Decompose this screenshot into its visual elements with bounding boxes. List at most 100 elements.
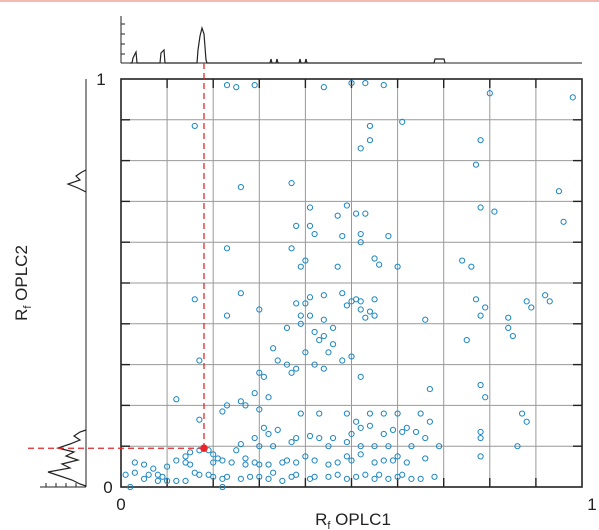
data-point bbox=[219, 457, 226, 464]
data-point bbox=[366, 422, 374, 429]
data-point bbox=[219, 483, 226, 491]
data-point bbox=[463, 337, 470, 344]
data-point bbox=[306, 204, 314, 211]
data-point bbox=[366, 410, 374, 417]
data-point bbox=[233, 447, 240, 454]
data-point bbox=[477, 453, 484, 460]
data-point bbox=[223, 402, 231, 409]
data-point bbox=[237, 398, 244, 405]
data-point bbox=[219, 408, 226, 415]
data-point bbox=[408, 475, 415, 482]
data-point bbox=[380, 410, 387, 417]
data-point bbox=[371, 443, 378, 450]
data-point bbox=[477, 137, 484, 144]
data-point bbox=[297, 410, 304, 417]
data-point bbox=[362, 471, 369, 478]
data-point bbox=[376, 261, 383, 268]
data-point bbox=[173, 396, 180, 403]
data-point bbox=[187, 461, 194, 468]
data-point bbox=[343, 410, 350, 417]
data-point bbox=[140, 475, 148, 482]
data-point bbox=[288, 439, 295, 446]
data-point bbox=[366, 137, 374, 144]
data-point bbox=[260, 373, 268, 380]
top-accent-bar bbox=[0, 0, 599, 2]
x-tick-label: 0 bbox=[116, 495, 125, 514]
data-point bbox=[131, 469, 138, 476]
data-point bbox=[320, 365, 327, 372]
data-point bbox=[320, 332, 327, 340]
data-point bbox=[223, 473, 231, 480]
data-point bbox=[131, 459, 138, 466]
data-point bbox=[348, 353, 355, 360]
data-point bbox=[518, 410, 526, 417]
data-point bbox=[417, 475, 424, 482]
data-point bbox=[412, 428, 420, 436]
x-tick-label: 1 bbox=[587, 495, 596, 514]
data-point bbox=[408, 443, 415, 450]
data-point bbox=[329, 324, 337, 331]
data-point bbox=[265, 475, 272, 482]
data-point bbox=[380, 457, 387, 464]
data-point bbox=[306, 312, 314, 319]
data-point bbox=[422, 434, 429, 442]
data-point bbox=[339, 232, 346, 240]
y-axis-title: Rf OPLC2 bbox=[12, 245, 34, 321]
data-point bbox=[283, 324, 291, 331]
data-point bbox=[237, 475, 244, 482]
data-point bbox=[237, 290, 244, 297]
data-point bbox=[311, 328, 318, 336]
data-point bbox=[237, 441, 244, 448]
data-point bbox=[353, 210, 360, 217]
data-point bbox=[357, 298, 364, 305]
data-point bbox=[426, 385, 433, 393]
data-point bbox=[353, 418, 360, 425]
data-point bbox=[173, 457, 180, 464]
data-point bbox=[265, 394, 272, 401]
data-point bbox=[371, 312, 378, 319]
data-point bbox=[246, 473, 254, 480]
data-point bbox=[242, 402, 249, 409]
data-point bbox=[339, 357, 346, 364]
data-point bbox=[343, 439, 350, 446]
data-point bbox=[223, 82, 231, 89]
data-point bbox=[376, 471, 383, 478]
data-point bbox=[196, 416, 203, 423]
data-point bbox=[357, 230, 364, 238]
data-point bbox=[145, 471, 152, 478]
top-histogram bbox=[130, 25, 446, 64]
data-point bbox=[316, 410, 323, 417]
data-point bbox=[417, 410, 424, 417]
data-point bbox=[569, 94, 576, 101]
data-point bbox=[288, 369, 295, 376]
data-point bbox=[256, 406, 263, 413]
data-point bbox=[325, 443, 332, 450]
data-point bbox=[306, 432, 314, 440]
y-tick-label: 0 bbox=[103, 478, 112, 497]
data-point bbox=[270, 345, 277, 352]
data-point bbox=[228, 459, 235, 466]
data-point bbox=[389, 426, 397, 433]
data-point bbox=[288, 179, 295, 187]
data-point bbox=[288, 245, 295, 252]
data-point bbox=[343, 302, 350, 309]
data-point bbox=[316, 337, 323, 344]
data-point bbox=[371, 255, 378, 262]
data-point bbox=[283, 361, 291, 368]
data-point bbox=[306, 222, 314, 229]
data-point bbox=[477, 381, 484, 389]
data-point bbox=[270, 469, 277, 476]
data-point bbox=[256, 306, 263, 313]
data-point bbox=[486, 90, 493, 97]
data-point bbox=[196, 471, 203, 478]
data-point bbox=[325, 473, 332, 480]
data-point bbox=[187, 449, 194, 456]
data-point bbox=[357, 424, 364, 431]
data-point bbox=[482, 394, 489, 401]
data-point bbox=[251, 434, 258, 442]
data-point bbox=[348, 430, 355, 438]
data-point bbox=[482, 304, 489, 311]
x-axis-title: Rf OPLC1 bbox=[315, 510, 391, 530]
data-point bbox=[505, 324, 512, 331]
data-point bbox=[477, 312, 484, 319]
